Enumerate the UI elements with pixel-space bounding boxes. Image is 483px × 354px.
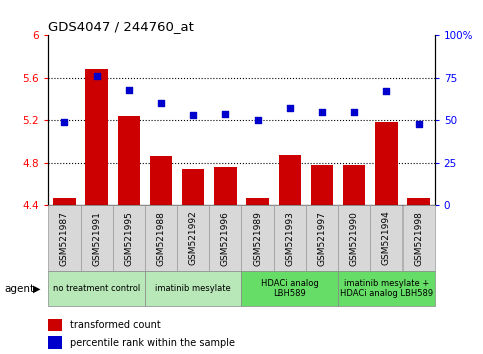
Point	[318, 109, 326, 115]
Point	[222, 111, 229, 116]
Bar	[311, 165, 333, 205]
Text: GSM521996: GSM521996	[221, 211, 230, 266]
Point	[125, 87, 133, 93]
Point	[350, 109, 358, 115]
Bar	[81, 205, 113, 271]
Text: GSM521998: GSM521998	[414, 211, 423, 266]
Text: transformed count: transformed count	[70, 320, 160, 330]
Text: imatinib mesylate +
HDACi analog LBH589: imatinib mesylate + HDACi analog LBH589	[340, 279, 433, 298]
Text: GSM521994: GSM521994	[382, 211, 391, 266]
Bar	[242, 205, 274, 271]
Text: GSM521988: GSM521988	[156, 211, 166, 266]
Bar	[246, 198, 269, 205]
Text: GSM521991: GSM521991	[92, 211, 101, 266]
Bar	[182, 169, 204, 205]
Text: agent: agent	[5, 284, 35, 293]
Text: ▶: ▶	[32, 284, 40, 293]
Point	[157, 101, 165, 106]
Bar	[117, 116, 140, 205]
Bar	[306, 205, 338, 271]
Bar	[113, 205, 145, 271]
Point	[383, 88, 390, 94]
Bar	[145, 271, 242, 306]
Bar	[242, 271, 338, 306]
Text: GSM521997: GSM521997	[317, 211, 327, 266]
Text: GSM521989: GSM521989	[253, 211, 262, 266]
Bar	[402, 205, 435, 271]
Bar	[375, 122, 398, 205]
Text: no treatment control: no treatment control	[53, 284, 140, 293]
Bar	[370, 205, 402, 271]
Bar	[214, 167, 237, 205]
Text: GSM521990: GSM521990	[350, 211, 359, 266]
Bar	[48, 205, 81, 271]
Bar	[209, 205, 242, 271]
Text: HDACi analog
LBH589: HDACi analog LBH589	[261, 279, 319, 298]
Bar	[274, 205, 306, 271]
Text: GSM521995: GSM521995	[124, 211, 133, 266]
Text: GSM521987: GSM521987	[60, 211, 69, 266]
Bar	[48, 319, 62, 331]
Text: imatinib mesylate: imatinib mesylate	[156, 284, 231, 293]
Text: percentile rank within the sample: percentile rank within the sample	[70, 338, 235, 348]
Text: GSM521993: GSM521993	[285, 211, 294, 266]
Bar	[338, 205, 370, 271]
Bar	[48, 336, 62, 349]
Bar	[145, 205, 177, 271]
Bar	[279, 155, 301, 205]
Point	[189, 113, 197, 118]
Point	[93, 73, 100, 79]
Bar	[150, 156, 172, 205]
Text: GDS4047 / 244760_at: GDS4047 / 244760_at	[48, 20, 194, 33]
Bar	[343, 165, 366, 205]
Point	[60, 119, 68, 125]
Bar	[338, 271, 435, 306]
Bar	[177, 205, 209, 271]
Bar	[48, 271, 145, 306]
Point	[254, 118, 261, 123]
Bar	[53, 198, 76, 205]
Point	[286, 105, 294, 111]
Bar	[85, 69, 108, 205]
Bar	[407, 198, 430, 205]
Point	[415, 121, 423, 127]
Text: GSM521992: GSM521992	[189, 211, 198, 266]
